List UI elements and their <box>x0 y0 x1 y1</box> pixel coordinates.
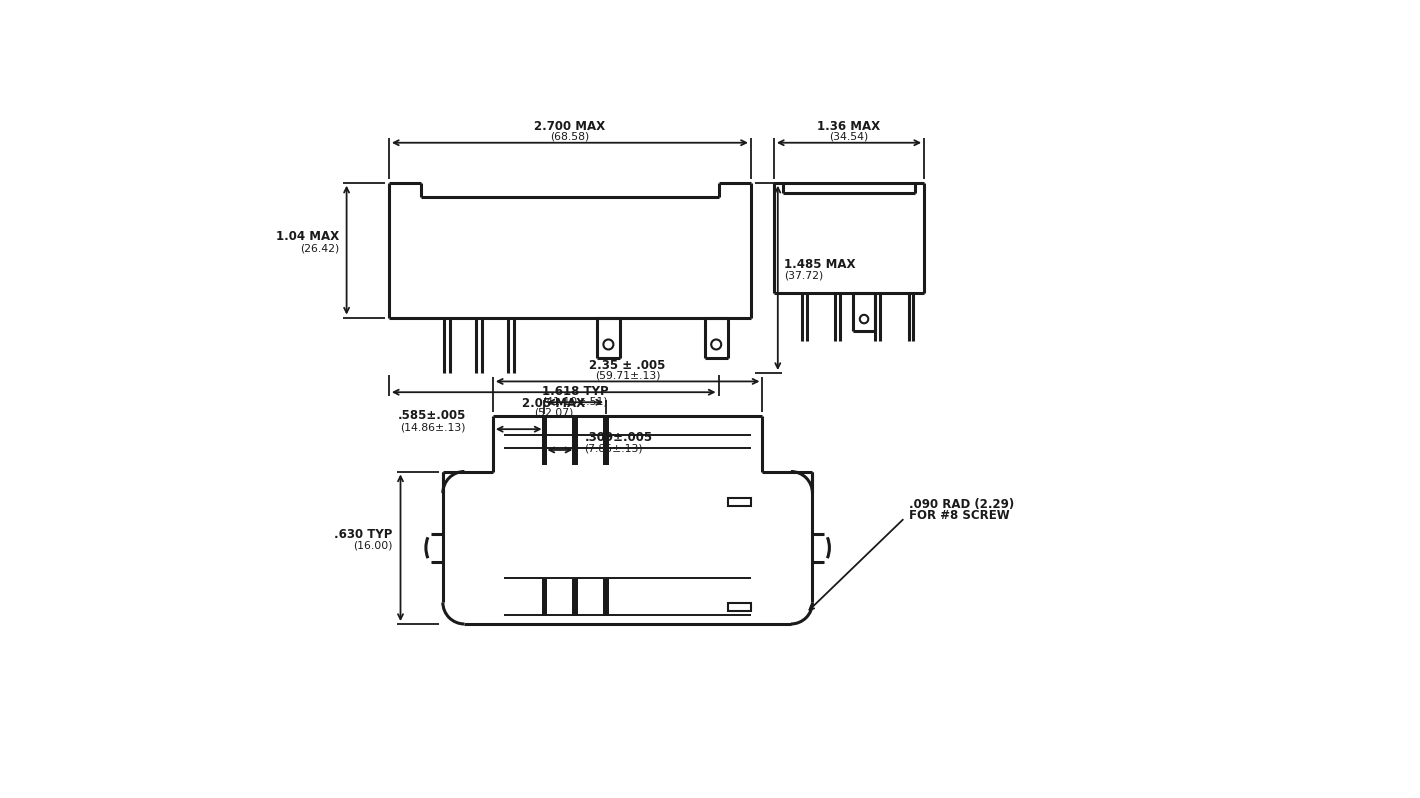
Bar <box>604 416 609 465</box>
Text: FOR #8 SCREW: FOR #8 SCREW <box>909 508 1010 522</box>
Text: 1.36 MAX: 1.36 MAX <box>818 120 880 133</box>
Text: 1.618 TYP: 1.618 TYP <box>542 385 609 397</box>
Text: (41.10±.51): (41.10±.51) <box>542 396 608 406</box>
Text: 1.485 MAX: 1.485 MAX <box>784 258 855 271</box>
Bar <box>572 579 578 616</box>
Text: (26.42): (26.42) <box>300 243 339 253</box>
Text: (59.71±.13): (59.71±.13) <box>595 370 660 381</box>
Text: .585±.005: .585±.005 <box>398 409 466 422</box>
Text: (7.85±.13): (7.85±.13) <box>585 444 643 454</box>
Bar <box>728 603 751 611</box>
Text: (52.07): (52.07) <box>534 408 574 417</box>
Text: .630 TYP: .630 TYP <box>335 527 393 541</box>
Text: (16.00): (16.00) <box>354 541 393 551</box>
Bar <box>728 499 751 506</box>
Text: 1.04 MAX: 1.04 MAX <box>275 230 339 243</box>
Bar <box>604 579 609 616</box>
Text: (37.72): (37.72) <box>784 271 824 281</box>
Text: .309±.005: .309±.005 <box>585 431 653 444</box>
Text: (34.54): (34.54) <box>829 132 869 142</box>
Text: 2.700 MAX: 2.700 MAX <box>534 120 605 133</box>
Text: 2.35 ± .005: 2.35 ± .005 <box>589 359 666 372</box>
Bar <box>541 579 547 616</box>
Text: 2.05 MAX: 2.05 MAX <box>523 397 585 410</box>
Text: (14.86±.13): (14.86±.13) <box>400 422 466 433</box>
Text: .090 RAD (2.29): .090 RAD (2.29) <box>909 498 1014 511</box>
Bar <box>572 416 578 465</box>
Text: (68.58): (68.58) <box>551 132 589 142</box>
Bar <box>541 416 547 465</box>
